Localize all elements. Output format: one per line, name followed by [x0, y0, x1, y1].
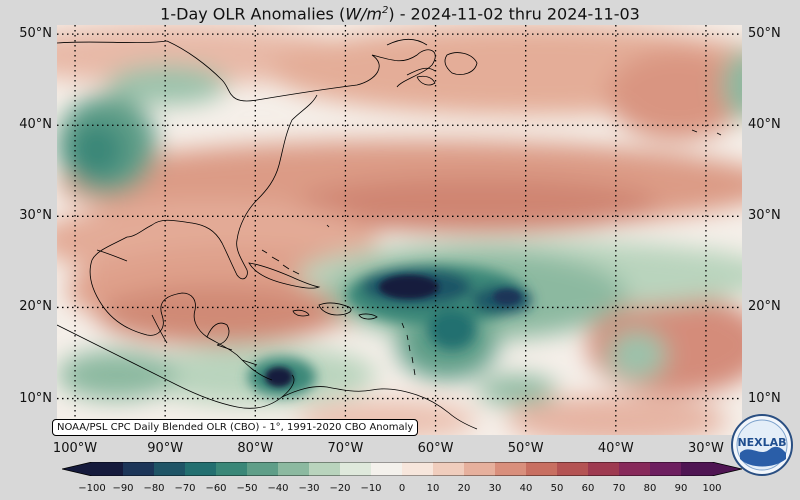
colorbar-segment	[278, 462, 310, 476]
svg-text:NEXLAB: NEXLAB	[737, 436, 786, 449]
latitude-label-right: 20°N	[748, 299, 781, 315]
colorbar-tick-label: 70	[612, 483, 626, 494]
colorbar-tick-label: −20	[329, 483, 351, 494]
longitude-label: 40°W	[597, 441, 634, 456]
colorbar-tick-label: 80	[643, 483, 657, 494]
longitude-label: 60°W	[417, 441, 454, 456]
anomaly-field	[57, 25, 742, 435]
olr-anomaly-map	[57, 25, 742, 435]
latitude-label-left: 10°N	[19, 390, 52, 406]
colorbar-tick-label: −90	[112, 483, 134, 494]
data-credit: NOAA/PSL CPC Daily Blended OLR (CBO) - 1…	[52, 419, 419, 436]
colorbar-tick-label: 20	[457, 483, 471, 494]
colorbar-tick-label: −80	[143, 483, 165, 494]
colorbar-tick-label: 100	[702, 483, 722, 494]
longitude-label: 100°W	[52, 441, 98, 456]
latitude-label-right: 30°N	[748, 208, 781, 224]
colorbar-segment	[371, 462, 403, 476]
colorbar-segment	[464, 462, 496, 476]
latitude-label-left: 50°N	[19, 26, 52, 42]
colorbar-segment	[309, 462, 341, 476]
colorbar-tick-label: 60	[581, 483, 595, 494]
noaa-logo[interactable]: NEXLAB	[730, 413, 794, 477]
colorbar-segment	[402, 462, 434, 476]
colorbar-tick-label: 30	[488, 483, 502, 494]
colorbar-segment	[216, 462, 248, 476]
latitude-label-left: 40°N	[19, 117, 52, 133]
colorbar-tick-label: 10	[426, 483, 440, 494]
colorbar-tick-label: −60	[205, 483, 227, 494]
graticule	[57, 25, 742, 435]
coastlines	[57, 38, 722, 430]
colorbar-extend-min	[62, 462, 92, 476]
colorbar-segment	[650, 462, 682, 476]
latitude-label-left: 20°N	[19, 299, 52, 315]
colorbar-segment	[681, 462, 713, 476]
colorbar-tick-label: −40	[267, 483, 289, 494]
colorbar-segment	[123, 462, 155, 476]
colorbar	[62, 462, 742, 476]
map-title: 1-Day OLR Anomalies (W/m2) - 2024-11-02 …	[160, 4, 640, 24]
colorbar-segment	[619, 462, 651, 476]
longitude-label: 90°W	[147, 441, 184, 456]
latitude-label-right: 10°N	[748, 390, 781, 406]
longitude-label: 70°W	[327, 441, 364, 456]
longitude-label: 80°W	[237, 441, 274, 456]
colorbar-segment	[340, 462, 372, 476]
colorbar-segment	[433, 462, 465, 476]
colorbar-tick-label: −10	[360, 483, 382, 494]
colorbar-tick-label: 90	[674, 483, 688, 494]
colorbar-tick-label: −100	[78, 483, 106, 494]
colorbar-tick-label: −30	[298, 483, 320, 494]
colorbar-tick-label: 0	[398, 483, 406, 494]
colorbar-tick-label: −70	[174, 483, 196, 494]
colorbar-tick-label: −50	[236, 483, 258, 494]
colorbar-extend-max	[712, 462, 742, 476]
longitude-label: 50°W	[507, 441, 544, 456]
colorbar-segment	[154, 462, 186, 476]
colorbar-segment	[526, 462, 558, 476]
colorbar-segment	[247, 462, 279, 476]
longitude-label: 30°W	[687, 441, 724, 456]
latitude-label-right: 40°N	[748, 117, 781, 133]
latitude-label-right: 50°N	[748, 26, 781, 42]
latitude-label-left: 30°N	[19, 208, 52, 224]
colorbar-segment	[92, 462, 124, 476]
colorbar-tick-label: 50	[550, 483, 564, 494]
colorbar-segment	[557, 462, 589, 476]
colorbar-segment	[588, 462, 620, 476]
colorbar-segment	[185, 462, 217, 476]
colorbar-tick-label: 40	[519, 483, 533, 494]
colorbar-segment	[495, 462, 527, 476]
